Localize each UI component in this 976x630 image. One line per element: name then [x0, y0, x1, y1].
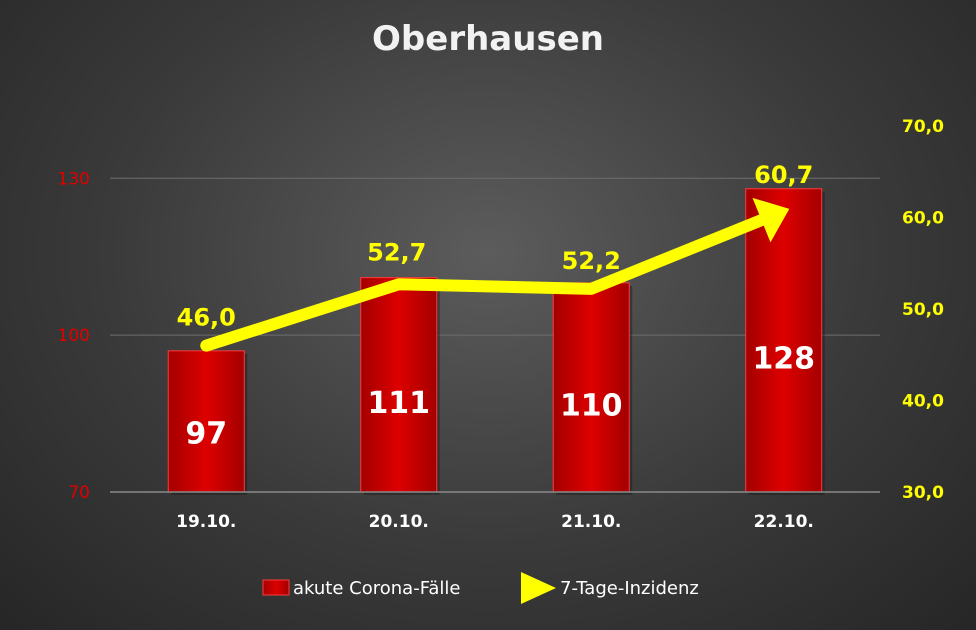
line-series: 46,0 52,7 52,2 60,7 — [177, 161, 813, 352]
y-right-tick-label: 60,0 — [902, 209, 944, 229]
bar — [745, 188, 823, 493]
bar-data-label: 111 — [367, 386, 430, 421]
line-data-label: 60,7 — [754, 161, 813, 189]
bar-data-label: 97 — [185, 416, 227, 451]
y-right-tick-label: 70,0 — [902, 117, 944, 137]
x-tick-label: 19.10. — [176, 512, 236, 532]
bar-series: 97 111 110 128 — [167, 188, 825, 495]
line-data-label: 52,7 — [367, 238, 426, 266]
y-right-tick-label: 50,0 — [902, 300, 944, 320]
x-tick-label: 20.10. — [369, 512, 429, 532]
legend-label-bars: akute Corona-Fälle — [293, 578, 461, 599]
line-arrowhead — [752, 197, 790, 243]
y-right-tick-label: 30,0 — [902, 483, 944, 503]
line-data-label: 46,0 — [177, 304, 236, 332]
legend-label-line: 7-Tage-Inzidenz — [560, 578, 699, 599]
y-left-tick-label: 100 — [58, 326, 90, 346]
bar — [552, 282, 630, 493]
chart-title: Oberhausen — [372, 19, 604, 59]
y-right-tick-label: 40,0 — [902, 392, 944, 412]
line-series-path — [200, 214, 768, 352]
legend-swatch-bars — [262, 579, 290, 596]
legend: akute Corona-Fälle 7-Tage-Inzidenz — [262, 572, 699, 604]
x-tick-label: 22.10. — [754, 512, 814, 532]
line-data-label: 52,2 — [562, 247, 621, 275]
legend-swatch-line — [521, 572, 556, 604]
y-left-tick-label: 70 — [68, 483, 90, 503]
bar — [360, 277, 438, 493]
y-left-tick-label: 130 — [58, 169, 90, 189]
bar-data-label: 110 — [560, 388, 623, 423]
axes: 70 100 130 30,0 40,0 50,0 60,0 70,0 19.10. 20.10.… — [58, 117, 945, 532]
x-tick-label: 21.10. — [561, 512, 621, 532]
bar-data-label: 128 — [752, 341, 815, 376]
